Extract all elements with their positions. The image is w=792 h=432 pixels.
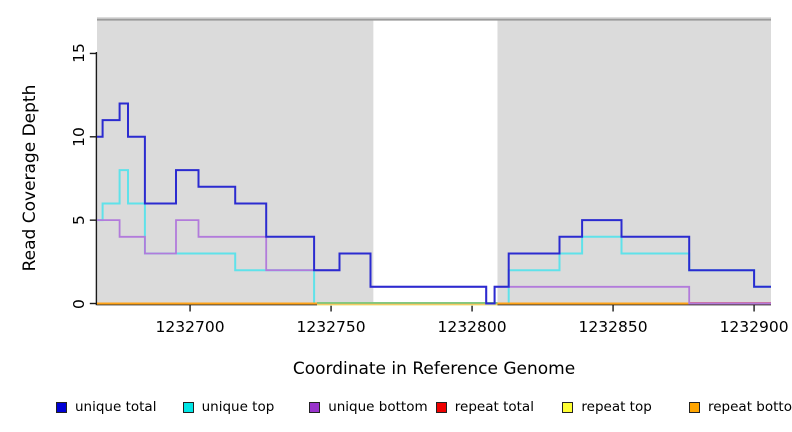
repeat-region-shading	[497, 20, 771, 305]
legend-item-unique-bottom: unique bottom	[309, 399, 428, 415]
legend-label: unique total	[75, 399, 157, 415]
legend-label: repeat total	[454, 399, 534, 415]
series-unique-total	[97, 102, 771, 305]
legend-label: unique bottom	[328, 399, 428, 415]
legend-swatch-icon	[309, 402, 321, 413]
legend-swatch-icon	[689, 402, 700, 413]
legend-item-unique-total: unique total	[56, 399, 157, 415]
y-tick-label: 15	[70, 43, 88, 64]
x-tick-label: 1232800	[437, 318, 507, 336]
y-tick-label: 0	[70, 298, 88, 309]
x-tick-label: 1232900	[719, 318, 789, 336]
x-tick-label: 1232750	[296, 318, 366, 336]
y-tick-label: 5	[70, 215, 88, 226]
legend-label: repeat bottom	[708, 399, 792, 415]
legend-swatch-icon	[562, 402, 574, 413]
legend-label: unique top	[201, 399, 275, 415]
legend-swatch-icon	[435, 402, 447, 413]
y-tick-label: 10	[70, 126, 88, 147]
legend-item-repeat-bottom: repeat bottom	[689, 399, 792, 415]
legend-item-repeat-total: repeat total	[435, 399, 534, 415]
x-tick-label: 1232850	[578, 318, 648, 336]
legend-item-repeat-top: repeat top	[562, 399, 652, 415]
y-axis-title: Read Coverage Depth	[20, 84, 40, 272]
legend-item-unique-top: unique top	[182, 399, 275, 415]
legend-swatch-icon	[56, 402, 67, 413]
legend-label: repeat top	[581, 399, 652, 415]
legend-swatch-icon	[182, 402, 194, 413]
x-axis-title: Coordinate in Reference Genome	[292, 359, 576, 379]
x-tick-label: 1232700	[155, 318, 225, 336]
